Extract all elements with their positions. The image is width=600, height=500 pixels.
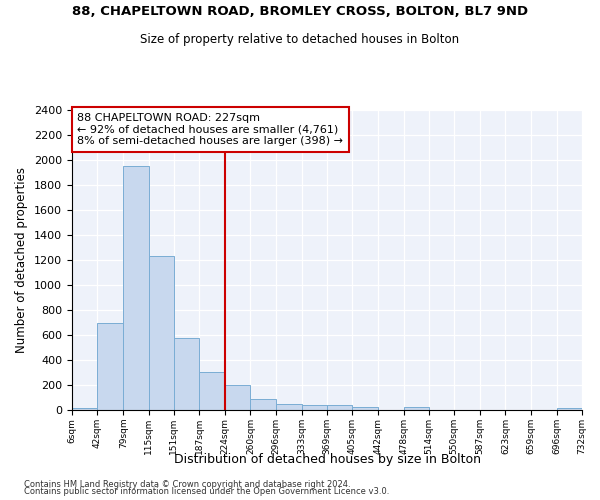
Bar <box>149 256 174 410</box>
Bar <box>97 322 123 410</box>
Bar <box>250 400 276 410</box>
Bar <box>327 405 352 410</box>
Text: Contains public sector information licensed under the Open Government Licence v3: Contains public sector information licen… <box>24 488 389 496</box>
Bar <box>302 405 327 410</box>
Bar <box>199 372 225 410</box>
Bar <box>174 338 199 410</box>
Text: Size of property relative to detached houses in Bolton: Size of property relative to detached ho… <box>140 32 460 46</box>
Bar <box>404 407 429 410</box>
Bar <box>352 407 378 410</box>
Text: Contains HM Land Registry data © Crown copyright and database right 2024.: Contains HM Land Registry data © Crown c… <box>24 480 350 489</box>
Bar <box>557 408 582 410</box>
Text: 88, CHAPELTOWN ROAD, BROMLEY CROSS, BOLTON, BL7 9ND: 88, CHAPELTOWN ROAD, BROMLEY CROSS, BOLT… <box>72 5 528 18</box>
Bar <box>276 404 302 410</box>
Y-axis label: Number of detached properties: Number of detached properties <box>16 167 28 353</box>
Text: 88 CHAPELTOWN ROAD: 227sqm
← 92% of detached houses are smaller (4,761)
8% of se: 88 CHAPELTOWN ROAD: 227sqm ← 92% of deta… <box>77 113 343 146</box>
Bar <box>225 385 250 410</box>
Text: Distribution of detached houses by size in Bolton: Distribution of detached houses by size … <box>173 452 481 466</box>
Bar <box>72 408 97 410</box>
Bar <box>123 166 149 410</box>
